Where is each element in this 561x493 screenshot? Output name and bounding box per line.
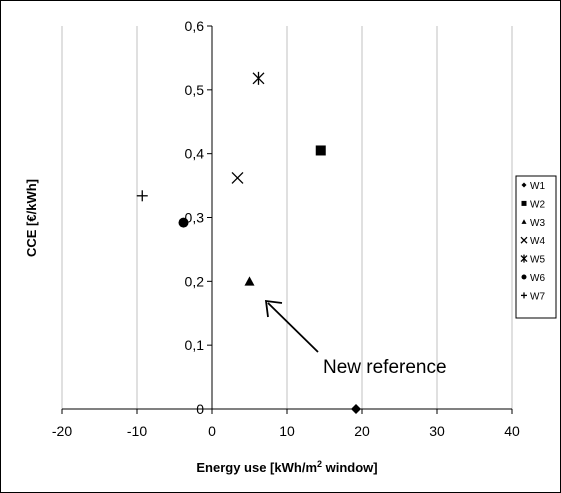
legend-box	[515, 175, 557, 319]
legend-label: W6	[530, 273, 545, 284]
x-tick-label: 0	[208, 423, 216, 439]
x-axis-title-tail: window]	[322, 460, 378, 475]
legend-item-w5: W5	[520, 254, 545, 266]
legend-items: W1 W2 W3 W4 W5 W6 W7	[520, 181, 545, 302]
x-tick-label: -20	[52, 423, 72, 439]
x-tick-label: 40	[504, 423, 520, 439]
annotation: New reference	[264, 299, 447, 378]
data-point-w3	[244, 276, 255, 286]
grid-layer	[61, 26, 513, 409]
data-point-w1	[351, 404, 361, 414]
y-tick-label: 0,4	[185, 146, 205, 162]
x-axis-title-main: Energy use [kWh/m	[196, 460, 317, 475]
legend-item-w1: W1	[521, 181, 545, 192]
data-point-w5	[252, 71, 265, 85]
annotation-arrow-head	[264, 299, 283, 318]
data-point-w4	[231, 171, 244, 184]
y-tick-label: 0,1	[185, 337, 205, 353]
data-point-w2	[315, 145, 326, 156]
x-tick-label: -10	[127, 423, 147, 439]
ticks-layer: -20 -10 0 10 20 30 40 0 0,1 0,2 0,3 0,4 0,5 0,6	[52, 18, 520, 439]
x-axis-title-sup: 2	[317, 459, 322, 469]
y-tick-label: 0,5	[185, 82, 205, 98]
x-tick-label: 20	[354, 423, 370, 439]
legend-label: W2	[530, 199, 545, 210]
data-point-w6	[178, 217, 189, 228]
data-point-w7	[136, 190, 148, 202]
legend-label: W4	[530, 236, 545, 247]
legend-item-w4: W4	[520, 236, 545, 247]
annotation-arrow	[267, 302, 319, 353]
legend-item-w7: W7	[521, 291, 545, 302]
points-layer	[136, 71, 361, 414]
legend-label: W7	[530, 291, 545, 302]
x-axis-title: Energy use [kWh/m2 window]	[196, 459, 377, 475]
annotation-label: New reference	[323, 357, 447, 378]
y-axis-title: CCE [€/kWh]	[24, 179, 39, 257]
y-tick-label: 0,2	[185, 273, 205, 289]
legend-label: W5	[530, 255, 545, 266]
legend-item-w3: W3	[521, 218, 545, 229]
y-tick-label: 0,6	[185, 18, 205, 34]
y-tick-label: 0	[196, 401, 204, 417]
legend-item-w6: W6	[521, 273, 545, 284]
x-tick-label: 10	[279, 423, 295, 439]
legend-label: W3	[530, 218, 545, 229]
x-tick-label: 30	[429, 423, 445, 439]
legend: W1 W2 W3 W4 W5 W6 W7	[515, 175, 557, 319]
legend-label: W1	[530, 181, 545, 192]
y-tick-label: 0,3	[185, 210, 205, 226]
legend-item-w2: W2	[521, 199, 545, 210]
